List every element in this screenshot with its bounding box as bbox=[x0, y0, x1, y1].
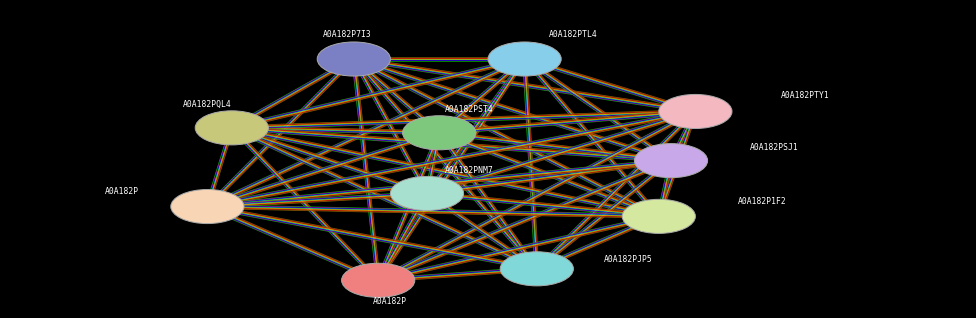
Text: A0A182PST4: A0A182PST4 bbox=[445, 105, 494, 114]
Text: A0A182P: A0A182P bbox=[374, 297, 407, 306]
Text: A0A182PTL4: A0A182PTL4 bbox=[549, 30, 597, 39]
Ellipse shape bbox=[317, 42, 390, 76]
Ellipse shape bbox=[634, 144, 708, 178]
Ellipse shape bbox=[195, 111, 268, 145]
Text: A0A182P1F2: A0A182P1F2 bbox=[738, 197, 787, 206]
Ellipse shape bbox=[342, 263, 415, 297]
Ellipse shape bbox=[488, 42, 561, 76]
Ellipse shape bbox=[171, 190, 244, 224]
Text: A0A182PSJ1: A0A182PSJ1 bbox=[751, 143, 799, 152]
Text: A0A182PNM7: A0A182PNM7 bbox=[445, 166, 494, 175]
Ellipse shape bbox=[623, 199, 696, 233]
Text: A0A182PTY1: A0A182PTY1 bbox=[781, 91, 830, 100]
Text: A0A182PQL4: A0A182PQL4 bbox=[183, 100, 231, 109]
Text: A0A182P7I3: A0A182P7I3 bbox=[323, 30, 372, 39]
Ellipse shape bbox=[501, 252, 574, 286]
Ellipse shape bbox=[659, 94, 732, 128]
Text: A0A182PJP5: A0A182PJP5 bbox=[604, 255, 653, 264]
Ellipse shape bbox=[390, 176, 464, 211]
Text: A0A182P: A0A182P bbox=[105, 187, 139, 196]
Ellipse shape bbox=[403, 116, 476, 150]
